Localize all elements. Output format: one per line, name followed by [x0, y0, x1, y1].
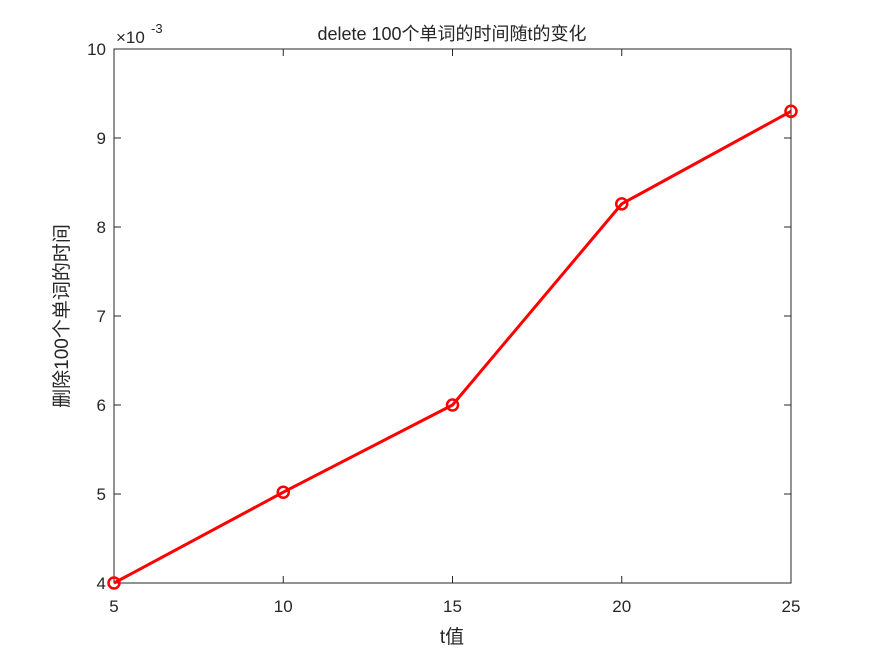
x-tick-label: 20 — [612, 597, 631, 616]
x-axis-label: t值 — [440, 626, 464, 648]
data-point-marker — [276, 485, 290, 499]
data-series — [107, 104, 798, 590]
y-tick-label: 6 — [97, 396, 106, 415]
y-tick-label: 5 — [97, 485, 106, 504]
y-tick-label: 10 — [87, 40, 106, 59]
x-tick-label: 25 — [782, 597, 801, 616]
chart-title: delete 100个单词的时间随t的变化 — [317, 24, 586, 44]
data-point-marker — [615, 197, 629, 211]
x-tick-label: 15 — [443, 597, 462, 616]
x-tick-label: 10 — [274, 597, 293, 616]
y-tick-label: 9 — [97, 129, 106, 148]
y-axis: 4 5 6 7 8 9 10 — [87, 40, 791, 593]
data-point-marker — [784, 104, 798, 119]
y-exponent-label: ×10 -3 — [116, 21, 163, 47]
y-exponent-base: ×10 — [116, 28, 145, 47]
data-point-marker — [445, 398, 460, 412]
series-line — [113, 109, 792, 585]
plot-area — [113, 48, 792, 584]
y-axis-label: 删除100个单词的时间 — [51, 224, 73, 408]
data-point-marker — [107, 576, 121, 590]
y-tick-label: 4 — [97, 574, 106, 593]
y-exponent-power: -3 — [151, 21, 163, 36]
x-tick-label: 5 — [109, 597, 118, 616]
y-tick-label: 7 — [97, 307, 106, 326]
y-tick-label: 8 — [97, 218, 106, 237]
x-axis: 5 10 15 20 25 — [109, 49, 800, 616]
